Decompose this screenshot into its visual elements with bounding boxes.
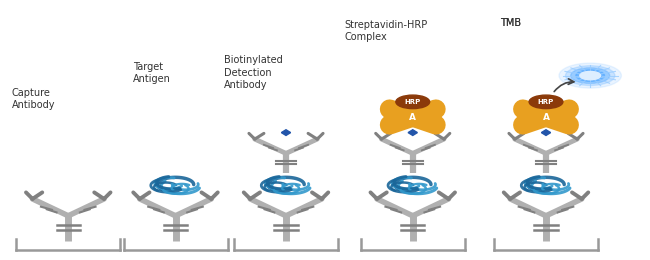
Circle shape <box>559 63 621 88</box>
Circle shape <box>529 95 563 109</box>
Text: TMB: TMB <box>500 18 521 28</box>
Text: Streptavidin-HRP
Complex: Streptavidin-HRP Complex <box>344 20 428 42</box>
Text: A: A <box>410 113 416 121</box>
Text: HRP: HRP <box>404 99 421 105</box>
Circle shape <box>396 95 430 109</box>
Polygon shape <box>281 130 291 135</box>
Circle shape <box>539 114 552 120</box>
Polygon shape <box>541 130 551 135</box>
Circle shape <box>406 114 420 120</box>
Text: HRP: HRP <box>538 99 554 105</box>
Circle shape <box>571 68 610 83</box>
Text: Target
Antigen: Target Antigen <box>133 62 171 84</box>
Circle shape <box>580 72 601 80</box>
Text: A: A <box>543 113 549 121</box>
Text: TMB: TMB <box>500 18 521 28</box>
Circle shape <box>576 70 604 81</box>
Polygon shape <box>408 130 417 135</box>
Circle shape <box>566 66 615 86</box>
Text: Biotinylated
Detection
Antibody: Biotinylated Detection Antibody <box>224 55 283 90</box>
Text: Capture
Antibody: Capture Antibody <box>12 88 55 110</box>
